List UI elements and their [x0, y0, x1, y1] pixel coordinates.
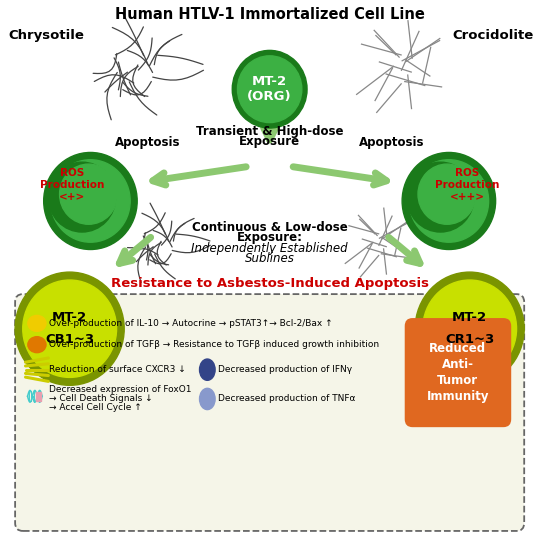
Text: Resistance to Asbestos-Induced Apoptosis: Resistance to Asbestos-Induced Apoptosis — [111, 277, 429, 290]
FancyBboxPatch shape — [405, 318, 511, 427]
Ellipse shape — [199, 388, 215, 410]
Ellipse shape — [60, 164, 118, 224]
Text: → Cell Death Signals ↓: → Cell Death Signals ↓ — [49, 394, 152, 403]
Text: MT-2: MT-2 — [252, 75, 287, 88]
Text: Continuous & Low-dose: Continuous & Low-dose — [192, 221, 347, 234]
Ellipse shape — [199, 359, 215, 380]
Ellipse shape — [237, 56, 302, 123]
Text: Decreased production of IFNγ: Decreased production of IFNγ — [218, 365, 352, 374]
Text: MT-2: MT-2 — [52, 311, 87, 324]
Bar — [36, 392, 41, 401]
Ellipse shape — [23, 280, 117, 377]
Text: Apoptosis: Apoptosis — [115, 136, 180, 149]
Ellipse shape — [15, 272, 124, 385]
Text: Reduced
Anti-
Tumor
Immunity: Reduced Anti- Tumor Immunity — [427, 342, 489, 403]
Text: (ORG): (ORG) — [247, 90, 292, 103]
Text: Reduction of surface CXCR3 ↓: Reduction of surface CXCR3 ↓ — [49, 365, 185, 374]
Text: ROS
Production
<++>: ROS Production <++> — [435, 167, 499, 202]
Text: Crocidolite: Crocidolite — [453, 29, 534, 42]
Ellipse shape — [51, 160, 130, 242]
Ellipse shape — [233, 50, 307, 128]
Text: MT-2: MT-2 — [452, 311, 487, 324]
Text: Decreased production of TNFα: Decreased production of TNFα — [218, 394, 355, 403]
Ellipse shape — [418, 164, 476, 224]
Text: Transient & High-dose: Transient & High-dose — [196, 125, 344, 137]
Text: Independently Established: Independently Established — [191, 242, 348, 255]
Text: Over-production of TGFβ → Resistance to TGFβ induced growth inhibition: Over-production of TGFβ → Resistance to … — [49, 340, 379, 349]
Ellipse shape — [28, 316, 46, 331]
Text: ROS
Production
<+>: ROS Production <+> — [40, 167, 105, 202]
Text: Chrysotile: Chrysotile — [8, 29, 84, 42]
Ellipse shape — [402, 152, 495, 249]
Text: CB1~3: CB1~3 — [45, 333, 94, 346]
Ellipse shape — [423, 280, 517, 377]
Text: CR1~3: CR1~3 — [445, 333, 494, 346]
Text: Apoptosis: Apoptosis — [359, 136, 424, 149]
Ellipse shape — [28, 337, 46, 353]
Ellipse shape — [407, 162, 474, 232]
Text: Over-production of IL-10 → Autocrine → pSTAT3↑→ Bcl-2/Bax ↑: Over-production of IL-10 → Autocrine → p… — [49, 319, 332, 328]
Ellipse shape — [409, 160, 488, 242]
Text: Exposure: Exposure — [239, 135, 300, 148]
FancyBboxPatch shape — [15, 294, 524, 531]
Ellipse shape — [44, 152, 137, 249]
Text: Human HTLV-1 Immortalized Cell Line: Human HTLV-1 Immortalized Cell Line — [115, 7, 424, 22]
Text: Exposure:: Exposure: — [237, 231, 302, 244]
Ellipse shape — [415, 272, 524, 385]
Text: Sublines: Sublines — [245, 252, 295, 265]
Text: Decreased expression of FoxO1: Decreased expression of FoxO1 — [49, 385, 191, 394]
Ellipse shape — [48, 162, 115, 232]
Text: → Accel Cell Cycle ↑: → Accel Cell Cycle ↑ — [49, 403, 141, 412]
